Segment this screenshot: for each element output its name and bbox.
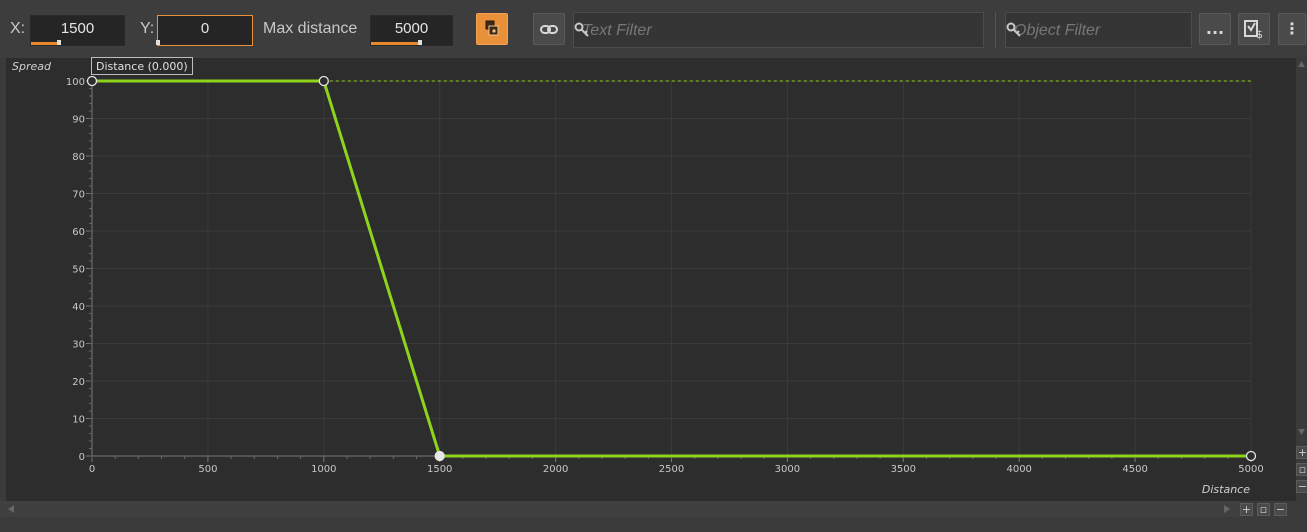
text-filter-input[interactable]: Text Filter (573, 12, 984, 48)
y-label: Y: (140, 20, 155, 37)
max-distance-value: 5000 (394, 20, 429, 37)
x-tick-label: 0 (89, 464, 95, 475)
curve-editor[interactable]: 0 10 20 30 40 50 60 70 80 90 100 0 500 1000 1500 2000 2… (6, 58, 1296, 501)
status-strip (0, 517, 1307, 532)
more-button[interactable]: ... (1199, 13, 1231, 45)
search-key-icon (1006, 22, 1021, 37)
search-key-icon (574, 22, 589, 37)
y-value: 0 (200, 20, 210, 37)
link-button[interactable] (533, 13, 565, 45)
y-tick-label: 20 (72, 377, 85, 388)
x-value: 1500 (60, 20, 95, 37)
x-field[interactable]: 1500 (30, 15, 125, 46)
scroll-arrows-icon (8, 505, 1230, 513)
max-distance-slider-fill (371, 42, 420, 45)
x-tick-label: 3500 (891, 464, 916, 475)
x-slider-thumb[interactable] (56, 40, 61, 45)
fit-y-button[interactable]: ▫ (1296, 463, 1307, 476)
curve-points (86, 75, 1257, 462)
y-slider-thumb[interactable] (156, 40, 160, 45)
max-distance-label: Max distance (263, 20, 358, 37)
svg-text:$: $ (1256, 28, 1263, 41)
vertical-scrollbar[interactable] (1296, 58, 1307, 501)
object-filter-input[interactable]: Object Filter (1005, 12, 1192, 48)
chart-grid (86, 80, 1252, 462)
x-tick-labels: 0 500 1000 1500 2000 2500 3000 3500 4000 4500 5000 (89, 464, 1264, 475)
chart-minor-ticks (89, 80, 1252, 459)
y-tick-label: 0 (79, 452, 85, 463)
more-label: ... (1205, 19, 1225, 38)
y-tick-label: 70 (72, 190, 85, 201)
zoom-in-x-button[interactable]: + (1240, 503, 1253, 516)
x-tick-label: 500 (198, 464, 217, 475)
curve-chart[interactable]: 0 10 20 30 40 50 60 70 80 90 100 0 500 1000 1500 2000 2… (6, 58, 1296, 501)
objects-lock-icon (485, 20, 499, 36)
series-curve (92, 79, 1251, 458)
x-tick-label: 4000 (1006, 464, 1031, 475)
y-tick-label: 60 (72, 227, 85, 238)
y-tick-label: 40 (72, 302, 85, 313)
object-filter-placeholder: Object Filter (1014, 22, 1101, 39)
y-field[interactable]: 0 (156, 15, 253, 46)
x-label: X: (10, 20, 26, 37)
lock-objects-button[interactable] (476, 13, 508, 45)
script-icon: $ (1244, 20, 1263, 41)
menu-button[interactable]: ⋮ (1278, 13, 1306, 45)
x-tick-label: 4500 (1122, 464, 1147, 475)
horizontal-scrollbar[interactable] (0, 501, 1240, 517)
max-distance-field[interactable]: 5000 (370, 15, 453, 46)
max-distance-slider-thumb[interactable] (417, 40, 422, 45)
zoom-out-x-button[interactable]: − (1274, 503, 1287, 516)
zoom-in-y-button[interactable]: + (1296, 446, 1307, 459)
toolbar-separator (995, 12, 996, 48)
x-tick-label: 2500 (659, 464, 684, 475)
x-slider-fill (31, 42, 59, 45)
y-tick-label: 90 (72, 115, 85, 126)
y-axis-title: Spread (12, 60, 52, 73)
menu-label: ⋮ (1284, 19, 1300, 38)
y-tick-label: 50 (72, 265, 85, 276)
curve-control-point[interactable] (318, 75, 329, 87)
link-icon (540, 25, 558, 34)
x-tick-label: 1500 (427, 464, 452, 475)
fit-x-button[interactable]: ▫ (1257, 503, 1270, 516)
curve-control-point[interactable] (86, 75, 98, 87)
y-tick-labels: 0 10 20 30 40 50 60 70 80 90 100 (66, 77, 85, 463)
x-tick-label: 2000 (543, 464, 568, 475)
y-tick-label: 80 (72, 152, 85, 163)
x-tick-label: 5000 (1238, 464, 1263, 475)
scroll-arrows-icon (1298, 61, 1305, 435)
toolbar: X: 1500 Y: 0 Max distance 5000 Text Filt… (0, 0, 1307, 58)
script-button[interactable]: $ (1238, 13, 1270, 45)
y-tick-label: 100 (66, 77, 85, 88)
text-filter-placeholder: Text Filter (582, 22, 652, 39)
zoom-out-y-button[interactable]: − (1296, 480, 1307, 493)
point-tooltip: Distance (0.000) (91, 57, 193, 75)
y-tick-label: 10 (72, 415, 85, 426)
y-tick-label: 30 (72, 340, 85, 351)
x-tick-label: 3000 (775, 464, 800, 475)
curve-control-point[interactable] (434, 450, 445, 462)
x-tick-label: 1000 (311, 464, 336, 475)
curve-control-point[interactable] (1245, 450, 1257, 462)
x-axis-title: Distance (1202, 483, 1250, 496)
